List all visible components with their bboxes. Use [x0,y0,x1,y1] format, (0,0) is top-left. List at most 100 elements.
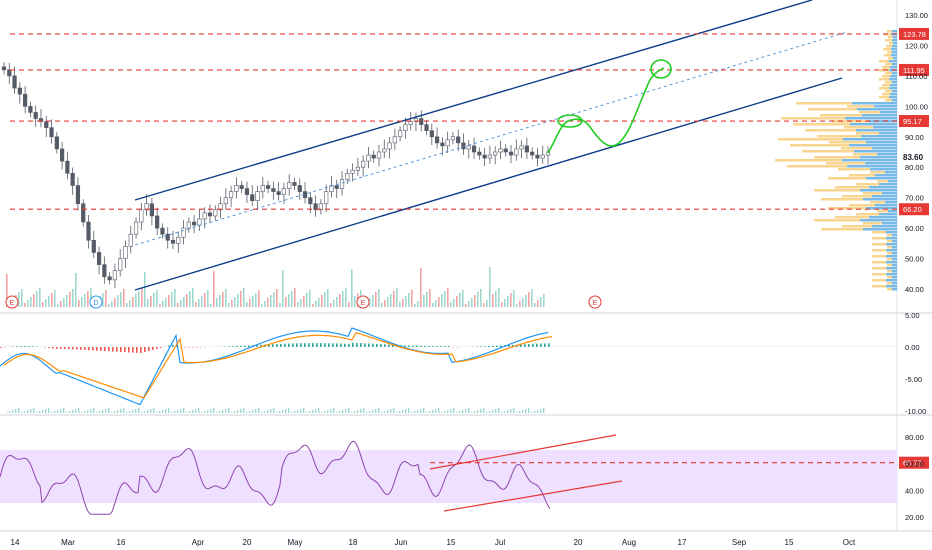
macd-hist-bar [432,346,434,347]
target-circle-1[interactable] [557,114,583,128]
volume-bar [72,289,74,307]
event-marker[interactable]: D [89,295,103,309]
channel-mid-line[interactable] [134,31,848,246]
volume-strip-bar [162,410,164,413]
candle [376,144,382,167]
macd-hist-bar [304,343,306,347]
volume-strip-bar [480,409,482,413]
volume-bar [339,294,341,307]
volume-strip-bar [129,411,131,413]
volume-bar [60,301,62,307]
volume-bar [186,294,188,307]
event-marker[interactable]: E [588,295,602,309]
volume-bar [201,296,203,307]
projection-drawing[interactable] [547,59,672,154]
volume-bar [129,300,131,307]
vp-bar-up [892,30,897,33]
volume-strip-bar [201,412,203,413]
candle [334,179,339,198]
macd-hist-bar [340,343,342,347]
volume-strip-bar [543,408,545,413]
price-channel[interactable] [134,0,848,291]
volume-bar [345,288,347,307]
volume-bar [90,288,92,307]
volume-bar [207,290,209,307]
volume-strip-bar [447,410,449,413]
volume-bar [48,296,50,307]
vp-bar-down [802,150,854,153]
volume-bar [465,304,467,307]
volume-strip-bar [369,411,371,413]
volume-strip-bar [504,411,506,413]
macd-hist-bar [360,343,362,347]
channel-lower-line[interactable] [134,77,843,291]
volume-strip-bar [114,411,116,413]
volume-bar [438,297,440,307]
candle [107,272,112,285]
volume-bar [75,273,77,307]
vp-bar-down [787,165,847,168]
candle [461,133,466,155]
volume-bar [216,298,218,307]
candle [466,140,471,159]
volume-strip-bar [183,408,185,413]
candle [403,117,408,139]
volume-strip-bar [126,412,128,413]
macd-hist-bar [92,347,94,351]
event-marker[interactable]: E [356,295,370,309]
volume-bar [177,303,179,307]
volume-strip-bar [357,410,359,413]
volume-strip-bar [39,411,41,413]
rsi-level-badge [899,456,929,469]
candle [292,177,297,191]
macd-hist-bar [0,347,2,348]
event-marker[interactable]: E [5,295,19,309]
vp-bar-up [882,222,897,225]
rsi-channel-lower[interactable] [443,480,623,512]
vp-bar-up [845,117,897,120]
volume-bar [270,295,272,307]
volume-strip-bar [372,410,374,413]
volume-strip-bar [402,410,404,413]
macd-hist-bar [528,343,530,347]
projection-path[interactable] [547,67,665,154]
volume-bar [462,290,464,307]
time-tick-label: Apr [192,538,205,547]
volume-strip-bar [495,409,497,413]
candle [530,147,535,160]
volume-strip-bar [138,408,140,413]
volume-bar [285,297,287,307]
level-label: 95.17 [903,117,922,126]
price-tick-label: 80.00 [905,163,924,172]
vp-bar-up [892,288,897,291]
channel-upper-line[interactable] [134,0,813,201]
vp-bar-down [805,129,856,132]
vp-bar-up [865,162,897,165]
time-tick-label: Sep [732,538,747,547]
target-circle-2[interactable] [650,59,672,79]
vp-bar-up [890,66,897,69]
volume-bar [66,295,68,307]
volume-strip-bar [117,410,119,413]
volume-bar [375,292,377,307]
vp-bar-up [849,144,897,147]
volume-strip-bar [195,409,197,413]
rsi-channel-upper[interactable] [429,434,617,470]
volume-bar [279,303,281,307]
macd-hist-bar [48,347,50,348]
volume-strip-bar [66,412,68,413]
vp-bar-up [890,75,897,78]
volume-strip-bar [237,410,239,413]
vp-bar-down [887,246,892,249]
vp-bar-up [886,243,897,246]
vp-bar-down [885,99,892,102]
candle [255,185,260,211]
candle [308,191,313,214]
vp-bar-down [844,126,873,129]
volume-bar [273,292,275,307]
volume-strip-bar [81,412,83,413]
price-levels[interactable]: 123.78 111.95 95.17 66.20 [10,27,929,216]
volume-strip-bar [75,409,77,413]
rsi-level[interactable]: 60.72 [430,456,929,469]
